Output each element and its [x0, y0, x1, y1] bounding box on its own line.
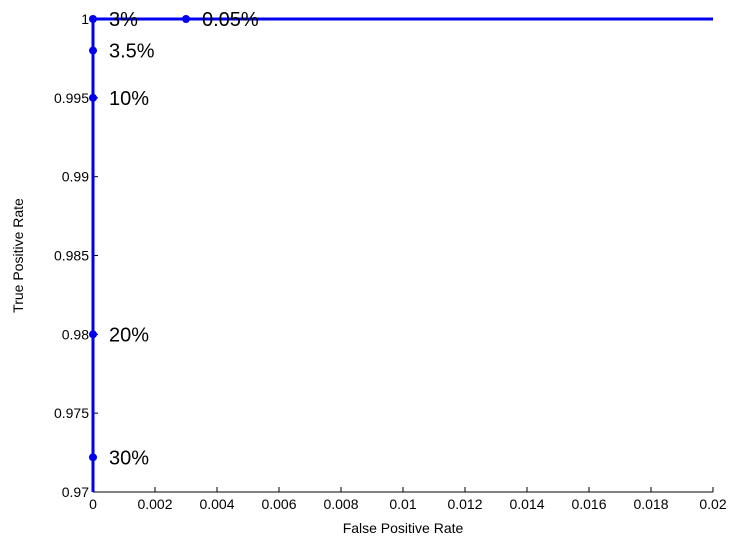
data-point-marker — [89, 15, 97, 23]
x-tick-label: 0.004 — [199, 496, 234, 512]
series-layer — [91, 17, 713, 492]
data-point-label: 3% — [109, 9, 138, 31]
y-tick-label: 0.975 — [54, 405, 89, 421]
x-tick-label: 0.012 — [447, 496, 482, 512]
data-point-label: 10% — [109, 88, 149, 110]
marker-layer: 3% 0.05% 3.5% 10% 20% 30% — [89, 9, 259, 469]
x-axis-title: False Positive Rate — [343, 520, 464, 536]
y-tick-label: 0.97 — [62, 484, 89, 500]
data-point-marker — [89, 453, 97, 462]
x-tick-label: 0.014 — [509, 496, 544, 512]
x-tick-label: 0.018 — [633, 496, 668, 512]
y-tick-label: 0.99 — [62, 169, 89, 185]
x-tick-label: 0.002 — [137, 496, 172, 512]
data-point-label: 0.05% — [202, 9, 259, 31]
y-axis-title: True Positive Rate — [10, 198, 26, 313]
y-tick-label: 1 — [81, 11, 89, 27]
x-tick-label: 0.01 — [389, 496, 416, 512]
data-point-marker — [89, 93, 97, 102]
data-point-marker — [182, 15, 190, 23]
x-tick-label: 0.008 — [323, 496, 358, 512]
data-point-label: 3.5% — [109, 41, 155, 63]
y-axis: 0.97 0.975 0.98 0.985 0.99 0.995 1 — [54, 11, 98, 500]
x-tick-label: 0.016 — [571, 496, 606, 512]
data-point-marker — [89, 46, 97, 55]
data-point-label: 20% — [109, 324, 149, 346]
data-point-label: 30% — [109, 447, 149, 469]
x-tick-label: 0 — [89, 496, 97, 512]
y-tick-label: 0.985 — [54, 248, 89, 264]
y-tick-label: 0.98 — [62, 326, 89, 342]
data-point-marker — [89, 330, 97, 339]
roc-curve — [91, 17, 713, 492]
x-axis: 0 0.002 0.004 0.006 0.008 0.01 0.012 0.014 0.016… — [89, 487, 727, 512]
x-tick-label: 0.006 — [261, 496, 296, 512]
x-tick-label: 0.02 — [699, 496, 726, 512]
y-tick-label: 0.995 — [54, 90, 89, 106]
